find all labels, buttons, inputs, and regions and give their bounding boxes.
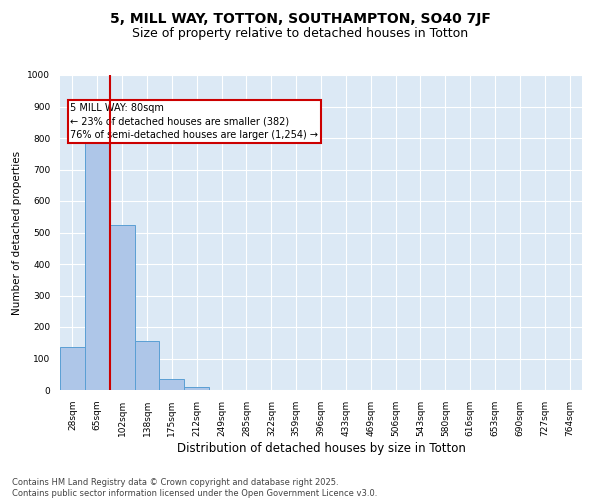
Text: Size of property relative to detached houses in Totton: Size of property relative to detached ho… [132,28,468,40]
Bar [85,141,110,390]
Bar [110,224,134,390]
Bar [160,379,184,390]
Y-axis label: Number of detached properties: Number of detached properties [12,150,22,314]
Text: 5 MILL WAY: 80sqm
← 23% of detached houses are smaller (382)
76% of semi-detache: 5 MILL WAY: 80sqm ← 23% of detached hous… [70,104,319,140]
Bar [184,388,209,390]
Bar [134,341,160,390]
Text: 5, MILL WAY, TOTTON, SOUTHAMPTON, SO40 7JF: 5, MILL WAY, TOTTON, SOUTHAMPTON, SO40 7… [110,12,490,26]
Bar [60,348,85,390]
Text: Contains HM Land Registry data © Crown copyright and database right 2025.
Contai: Contains HM Land Registry data © Crown c… [12,478,377,498]
X-axis label: Distribution of detached houses by size in Totton: Distribution of detached houses by size … [176,442,466,454]
